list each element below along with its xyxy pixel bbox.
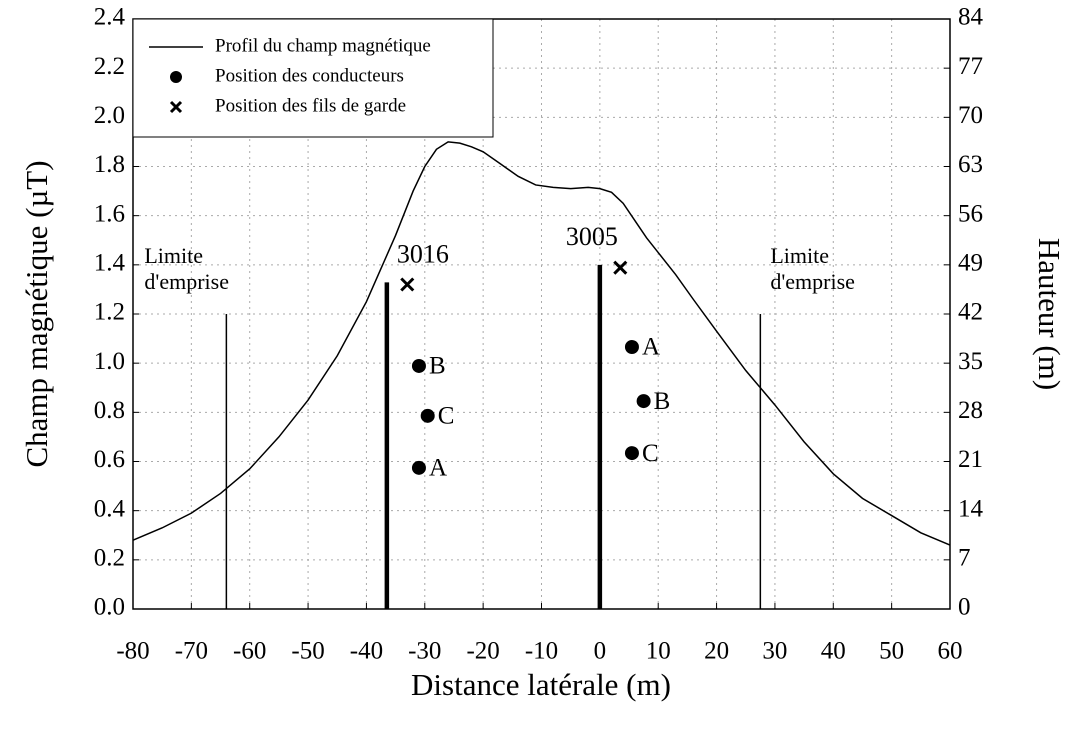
x-tick-label: -80 <box>116 638 149 665</box>
y-tick-label: 2.0 <box>94 102 125 129</box>
y2-tick-label: 0 <box>958 594 971 621</box>
conductor <box>624 446 639 461</box>
y-tick-label: 1.8 <box>94 151 125 178</box>
conductor <box>624 340 639 355</box>
y2-tick-label: 77 <box>958 53 983 80</box>
x-tick-label: 10 <box>646 638 671 665</box>
y-tick-label: 1.6 <box>94 200 125 227</box>
tower-label: 3005 <box>566 222 618 251</box>
x-tick-label: -70 <box>175 638 208 665</box>
phase-label: B <box>429 353 446 380</box>
y2-tick-label: 56 <box>958 200 983 227</box>
legend-cross <box>169 100 183 114</box>
y2-tick-label: 42 <box>958 299 983 326</box>
legend-label: Position des fils de garde <box>215 95 406 116</box>
limit-label: Limite <box>144 243 203 268</box>
x-tick-label: -30 <box>408 638 441 665</box>
phase-label: C <box>438 403 455 430</box>
y-tick-label: 1.4 <box>94 250 126 277</box>
x-tick-label: -10 <box>525 638 558 665</box>
x-tick-label: -60 <box>233 638 266 665</box>
y-tick-label: 0.8 <box>94 397 125 424</box>
conductor <box>420 408 435 423</box>
x-axis-label: Distance latérale (m) <box>411 667 671 702</box>
y2-tick-label: 35 <box>958 348 983 375</box>
x-tick-label: -50 <box>291 638 324 665</box>
y2-tick-label: 14 <box>958 495 984 522</box>
y2-tick-label: 63 <box>958 151 983 178</box>
conductor <box>636 394 651 409</box>
y2-tick-label: 49 <box>958 250 983 277</box>
legend-box <box>132 18 494 138</box>
field-profile <box>132 141 951 546</box>
y-tick-label: 2.2 <box>94 53 125 80</box>
y-tick-label: 0.4 <box>94 495 126 522</box>
phase-label: A <box>429 455 447 482</box>
limit-label: d'emprise <box>144 269 229 294</box>
x-tick-label: 40 <box>821 638 846 665</box>
y-tick-label: 1.2 <box>94 299 125 326</box>
phase-label: C <box>642 440 659 467</box>
phase-label: A <box>642 334 660 361</box>
x-tick-label: 0 <box>594 638 607 665</box>
y-tick-label: 0.2 <box>94 545 125 572</box>
conductor <box>411 460 426 475</box>
guard-wire <box>613 260 628 275</box>
plot-frame <box>132 18 951 610</box>
x-tick-label: 20 <box>704 638 729 665</box>
y2-tick-label: 7 <box>958 545 971 572</box>
legend-dot <box>170 71 182 83</box>
conductor <box>411 358 426 373</box>
x-tick-label: 60 <box>938 638 963 665</box>
y2-tick-label: 21 <box>958 446 983 473</box>
y-axis-label: Champ magnétique (µT) <box>19 160 54 467</box>
x-tick-label: -40 <box>350 638 383 665</box>
limit-label: Limite <box>770 243 829 268</box>
y-tick-label: 0.0 <box>94 594 125 621</box>
phase-label: B <box>654 388 671 415</box>
legend-label: Profil du champ magnétique <box>215 35 431 56</box>
y2-axis-label: Hauteur (m) <box>1032 238 1067 390</box>
x-tick-label: -20 <box>466 638 499 665</box>
x-tick-label: 30 <box>762 638 787 665</box>
guard-wire <box>400 277 415 292</box>
y2-tick-label: 28 <box>958 397 983 424</box>
y-tick-label: 1.0 <box>94 348 125 375</box>
y-tick-label: 2.4 <box>94 4 126 31</box>
y2-tick-label: 84 <box>958 4 984 31</box>
x-tick-label: 50 <box>879 638 904 665</box>
y2-tick-label: 70 <box>958 102 983 129</box>
y-tick-label: 0.6 <box>94 446 125 473</box>
limit-label: d'emprise <box>770 269 855 294</box>
tower-label: 3016 <box>397 239 449 268</box>
legend-label: Position des conducteurs <box>215 65 404 86</box>
